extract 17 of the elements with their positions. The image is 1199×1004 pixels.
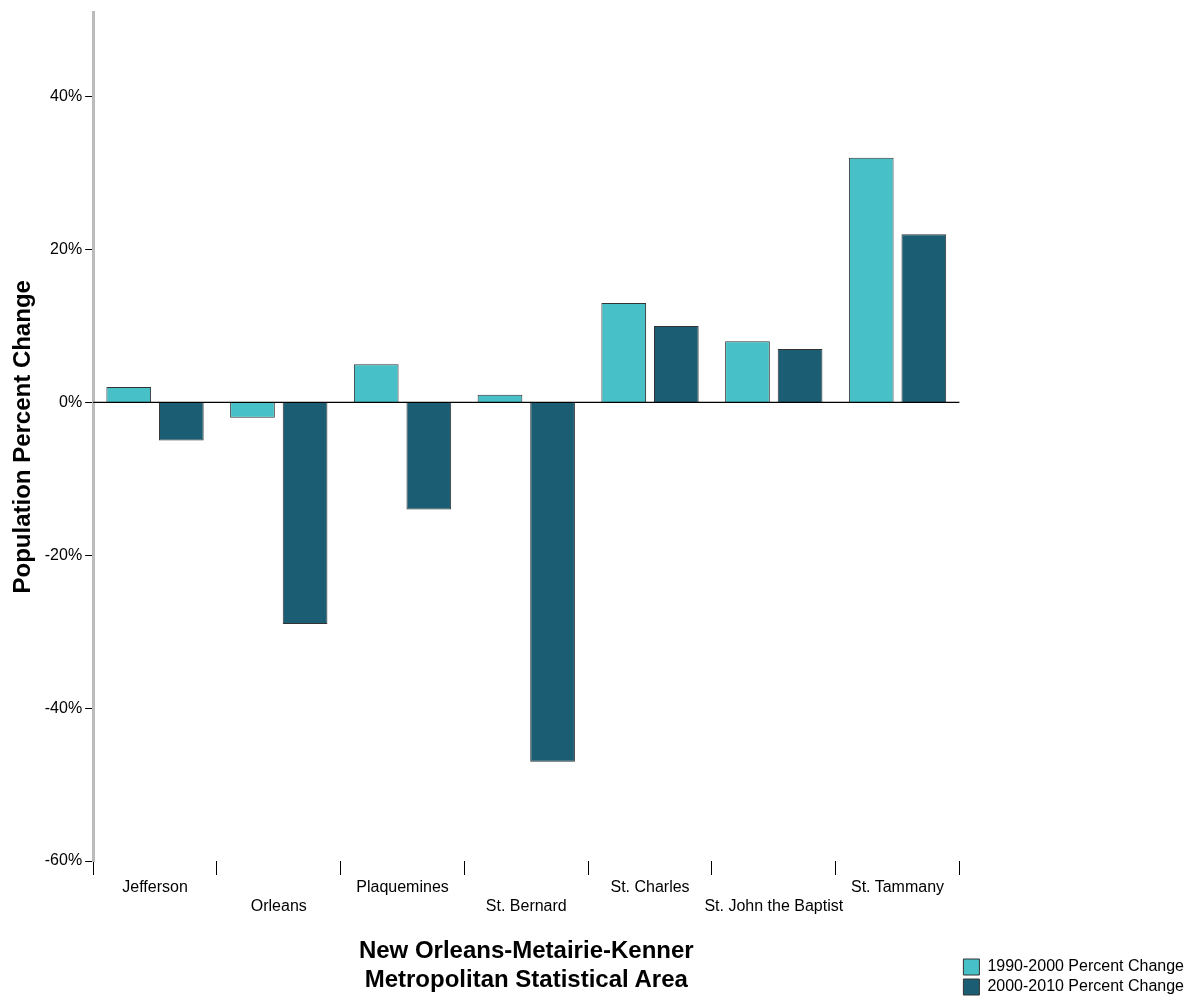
- x-tick-label: St. Charles: [610, 878, 690, 896]
- y-tick-label: -40%: [44, 698, 83, 716]
- x-axis-title: New Orleans-Metairie-Kenner Metropolitan Statistical Area: [358, 936, 694, 993]
- y-axis-title: Population Percent Change: [8, 280, 36, 594]
- y-tick-label: -60%: [44, 851, 83, 869]
- y-tick-label: 40%: [50, 87, 83, 105]
- x-tick-label: Plaquemines: [356, 878, 449, 896]
- y-tick-label: 0%: [59, 392, 83, 410]
- x-tick-label: St. John the Baptist: [704, 897, 844, 915]
- y-tick-label: 20%: [50, 239, 83, 257]
- x-tick-label: Orleans: [250, 897, 307, 915]
- x-tick-label: St. Bernard: [485, 897, 567, 915]
- legend-label: 1990-2000 Percent Change: [987, 957, 1185, 975]
- legend-label: 2000-2010 Percent Change: [987, 977, 1185, 995]
- y-tick-label: -20%: [44, 545, 83, 563]
- x-tick-label: Jefferson: [122, 878, 188, 896]
- x-tick-label: St. Tammany: [850, 878, 945, 896]
